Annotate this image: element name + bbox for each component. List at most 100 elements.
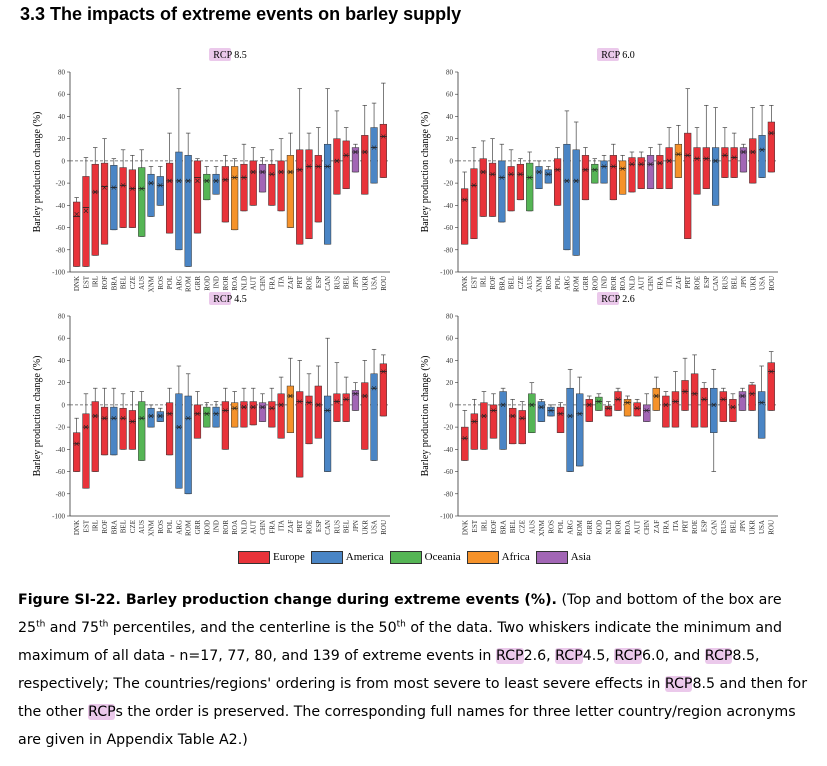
caption-text: (Top and bottom of the box are 25 [18, 592, 782, 636]
x-tick-label: GRR [582, 276, 590, 291]
mean-marker [536, 169, 542, 175]
x-tick-label: BEL [509, 520, 517, 533]
mean-marker [548, 408, 554, 413]
x-tick-label: RUS [333, 520, 341, 534]
mean-marker [148, 413, 154, 419]
box [739, 147, 748, 173]
x-tick-label: AUT [250, 519, 258, 534]
x-tick-label: ROA [619, 276, 627, 291]
x-tick-label: BRA [110, 276, 118, 290]
x-tick-label: AUS [526, 276, 534, 290]
boxplot-rcp26: RCP 2.6 Barley production change (%) -100 -… [420, 292, 778, 536]
mean-marker [269, 406, 275, 411]
box [662, 395, 670, 428]
mean-marker [185, 416, 191, 421]
mean-marker [334, 399, 340, 404]
box [498, 160, 506, 223]
box [748, 384, 756, 411]
x-tick-label: CHN [643, 520, 651, 535]
figure-caption: Figure SI-22. Barley production change d… [18, 586, 808, 754]
box [591, 163, 599, 184]
box [379, 363, 387, 417]
box [165, 402, 174, 456]
box [767, 362, 775, 411]
box [361, 382, 369, 450]
mean-marker [558, 411, 563, 416]
box [600, 160, 608, 184]
mean-marker [587, 402, 592, 408]
panel-title: RCP 6.0 [601, 50, 635, 61]
box [572, 149, 580, 256]
mean-marker [251, 404, 256, 410]
x-tick-label: FRA [268, 276, 276, 290]
y-tick-label: 0 [62, 401, 66, 409]
x-tick-label: JPN [739, 520, 747, 532]
box [508, 407, 517, 445]
box [738, 391, 747, 411]
mean-marker [158, 413, 163, 419]
mean-marker [223, 408, 228, 413]
x-tick-label: ITA [672, 520, 680, 531]
mean-marker [111, 185, 117, 190]
x-tick-label: GRR [194, 520, 202, 535]
box [518, 410, 526, 445]
mean-marker [167, 411, 172, 416]
mean-marker [316, 164, 321, 169]
mean-marker [759, 400, 764, 405]
x-tick-label: ITA [278, 520, 286, 531]
caption-highlight: RCP [664, 676, 693, 692]
legend-label: America [345, 551, 384, 563]
mean-marker [195, 411, 200, 416]
box [82, 176, 90, 267]
y-tick-label: 20 [58, 379, 66, 387]
x-tick-label: FRA [268, 520, 276, 534]
caption-highlight: RCP [495, 648, 524, 664]
mean-marker [711, 402, 716, 408]
box [82, 413, 90, 489]
box [370, 127, 378, 184]
mean-marker [343, 153, 349, 158]
caption-text: 8.5 and then for the other [18, 676, 808, 720]
mean-marker [722, 153, 728, 158]
x-tick-label: UKR [749, 276, 757, 291]
x-tick-label: ROU [768, 520, 776, 535]
mean-marker [539, 404, 544, 410]
mean-marker [529, 402, 535, 408]
box [314, 155, 322, 223]
y-tick-label: 80 [58, 69, 66, 77]
boxplot-rcp85: RCP 8.5 Barley production change (%) -100 -… [32, 48, 390, 292]
x-tick-label: BEL [508, 276, 516, 289]
box [193, 404, 202, 439]
box [370, 373, 378, 461]
box [277, 393, 285, 439]
mean-marker [353, 149, 358, 155]
y-axis-label: Barley production change (%) [32, 356, 43, 477]
y-tick-label: 40 [58, 113, 66, 121]
mean-marker [546, 172, 551, 177]
mean-marker [381, 134, 386, 139]
box [681, 380, 689, 411]
box [575, 393, 584, 467]
x-tick-label: ROE [694, 276, 702, 290]
legend-swatch [466, 550, 499, 564]
box [323, 395, 332, 472]
mean-marker [472, 419, 477, 424]
caption-text: and 75 [45, 620, 100, 636]
mean-marker [666, 158, 672, 164]
y-tick-label: 20 [446, 379, 454, 387]
x-tick-label: ZAF [675, 276, 683, 289]
box [652, 387, 661, 411]
x-tick-label: XNM [148, 275, 156, 292]
mean-marker [148, 180, 154, 186]
caption-text: of the data. Two whiskers indicate the m… [18, 620, 783, 664]
panel-title: RCP 4.5 [213, 294, 247, 305]
mean-marker [676, 152, 681, 157]
box [556, 406, 565, 433]
box [480, 402, 488, 450]
box [165, 162, 174, 234]
box [535, 166, 543, 189]
x-tick-label: ROS [547, 520, 555, 534]
mean-marker [749, 391, 755, 396]
box [184, 155, 192, 267]
x-tick-label: BEL [120, 520, 128, 533]
